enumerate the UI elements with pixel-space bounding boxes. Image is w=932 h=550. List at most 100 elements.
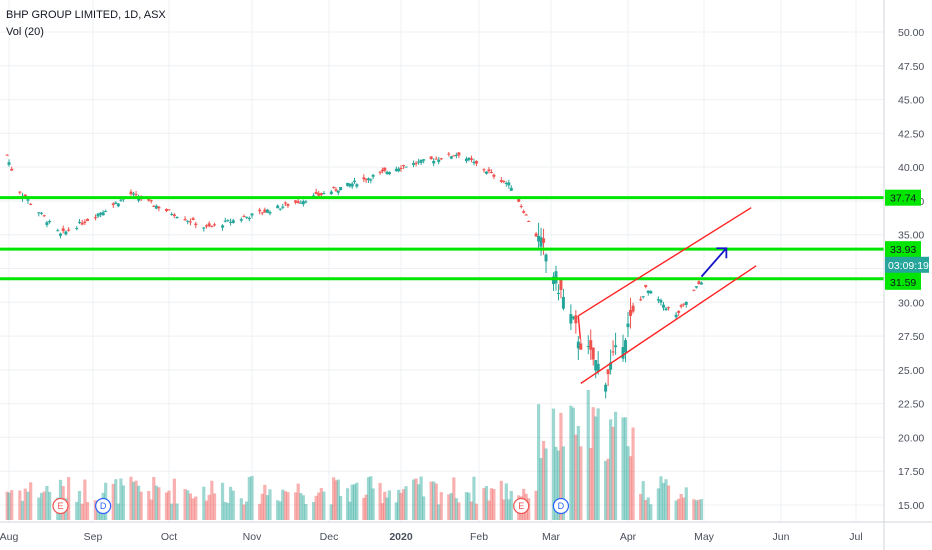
volume-bar xyxy=(399,492,403,520)
volume-bar xyxy=(188,493,193,520)
candle-body xyxy=(29,203,33,205)
candle-body xyxy=(355,184,359,187)
volume-bar xyxy=(394,502,398,520)
volume-bar xyxy=(452,477,456,520)
candle-body xyxy=(586,346,590,348)
volume-bar xyxy=(579,446,583,520)
price-tick-label: 40.00 xyxy=(898,162,924,174)
volume-bar xyxy=(449,493,453,520)
volume-bar xyxy=(77,490,82,520)
volume-bar xyxy=(621,417,625,520)
candle-body xyxy=(697,281,701,285)
candle-body xyxy=(534,233,538,237)
countdown-tag-text: 03:09:19 xyxy=(888,260,929,272)
candle-body xyxy=(679,305,683,307)
time-tick-label: Jun xyxy=(773,531,790,543)
volume-bar xyxy=(679,493,683,520)
candle-body xyxy=(366,178,370,180)
volume-bar xyxy=(245,501,249,520)
volume-bar xyxy=(489,488,494,520)
volume-bar xyxy=(75,501,79,520)
price-channel[interactable] xyxy=(577,207,757,384)
candle-body xyxy=(23,194,27,198)
volume-bar xyxy=(10,490,14,520)
volume-bar xyxy=(121,485,125,520)
volume-bar xyxy=(502,499,506,520)
volume-bar xyxy=(626,446,630,520)
volume-bar xyxy=(204,500,209,520)
candle-body xyxy=(281,206,285,208)
candle-body xyxy=(172,214,176,217)
projection-arrow[interactable] xyxy=(700,247,728,278)
volume-bar xyxy=(378,482,382,520)
time-axis[interactable]: Aug Sep Oct Nov Dec 2020 Feb Mar Apr May Jun Jul xyxy=(0,531,863,543)
candle-body xyxy=(191,218,195,221)
volume-bar xyxy=(319,488,323,520)
volume-bar xyxy=(314,495,318,520)
candle-body xyxy=(394,168,398,172)
volume-bar xyxy=(355,482,359,520)
candle-body xyxy=(64,231,68,235)
volume-bar xyxy=(5,491,9,520)
candle-body xyxy=(314,191,318,194)
volume-bar xyxy=(183,489,187,520)
volume-bar xyxy=(684,487,688,520)
volume-bar xyxy=(93,500,98,520)
candle-body xyxy=(464,158,468,162)
candle-body xyxy=(111,203,115,205)
price-tick-label: 17.50 xyxy=(898,466,924,478)
event-marker-letter: D xyxy=(558,501,565,511)
volume-bar xyxy=(247,476,251,520)
time-tick-label: Aug xyxy=(0,531,18,543)
volume-bar xyxy=(499,480,503,520)
volume-bar xyxy=(37,497,41,520)
volume-bar xyxy=(631,427,635,520)
candle-body xyxy=(571,316,575,319)
event-marker-earnings xyxy=(52,497,69,515)
candle-body xyxy=(312,195,316,197)
candle-body xyxy=(537,235,541,242)
volume-bar xyxy=(26,491,30,520)
volume-bar xyxy=(504,483,508,520)
candle-body xyxy=(569,314,573,324)
countdown-tag xyxy=(885,256,929,273)
volume-bar xyxy=(281,489,285,520)
candle-body xyxy=(502,181,506,183)
candle-body xyxy=(667,307,671,309)
candle-body xyxy=(417,161,421,163)
volume-bar xyxy=(114,479,118,520)
candle-body xyxy=(278,208,282,210)
candle-body xyxy=(294,200,298,203)
candle-body xyxy=(239,219,243,221)
candle-body xyxy=(682,303,686,305)
candle-body xyxy=(452,155,456,157)
candlestick-series xyxy=(5,151,703,399)
volume-bar xyxy=(439,492,443,520)
candle-body xyxy=(301,201,305,205)
volume-bar xyxy=(383,491,387,520)
volume-bar xyxy=(611,426,615,520)
volume-bar xyxy=(283,491,287,520)
volume-bar xyxy=(606,458,610,520)
candle-body xyxy=(624,340,628,353)
volume-bar xyxy=(312,502,316,520)
volume-bar xyxy=(574,434,578,520)
candle-body xyxy=(5,154,9,156)
price-tick-label: 47.50 xyxy=(898,61,924,73)
volume-bar xyxy=(317,492,321,520)
volume-bar xyxy=(322,491,326,520)
volume-bar xyxy=(220,482,225,520)
candle-body xyxy=(422,159,426,161)
volume-bar xyxy=(457,502,461,520)
volume-bar xyxy=(268,489,272,520)
volume-bar xyxy=(85,502,90,520)
volume-bar xyxy=(589,447,593,520)
candle-body xyxy=(186,220,190,222)
volume-bars xyxy=(5,390,704,520)
candle-body xyxy=(504,183,508,185)
volume-bar xyxy=(437,504,441,520)
event-marker-letter: E xyxy=(518,501,524,511)
candle-body xyxy=(661,304,665,308)
